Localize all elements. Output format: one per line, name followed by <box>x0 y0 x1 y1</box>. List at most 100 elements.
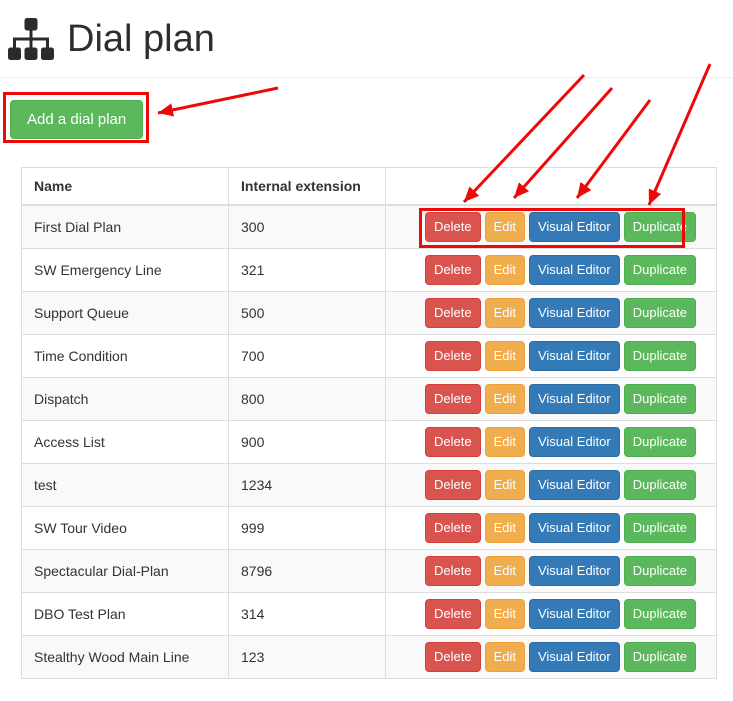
edit-button[interactable]: Edit <box>484 384 525 414</box>
duplicate-button[interactable]: Duplicate <box>623 556 696 586</box>
dial-plan-table: Name Internal extension First Dial Plan … <box>21 167 717 679</box>
cell-actions: Delete Edit Visual Editor Duplicate <box>385 377 717 421</box>
duplicate-button[interactable]: Duplicate <box>623 427 696 457</box>
delete-button[interactable]: Delete <box>425 599 481 629</box>
cell-extension: 314 <box>228 592 386 636</box>
cell-name: Stealthy Wood Main Line <box>21 635 229 679</box>
cell-extension: 1234 <box>228 463 386 507</box>
visual-editor-button[interactable]: Visual Editor <box>528 255 620 285</box>
table-row: SW Tour Video 999 Delete Edit Visual Edito… <box>21 506 717 550</box>
duplicate-button[interactable]: Duplicate <box>623 212 696 242</box>
cell-extension: 900 <box>228 420 386 464</box>
cell-actions: Delete Edit Visual Editor Duplicate <box>385 420 717 464</box>
duplicate-button[interactable]: Duplicate <box>623 470 696 500</box>
edit-button[interactable]: Edit <box>484 341 525 371</box>
cell-extension: 800 <box>228 377 386 421</box>
delete-button[interactable]: Delete <box>425 341 481 371</box>
duplicate-button[interactable]: Duplicate <box>623 298 696 328</box>
annotation-arrow-add-button <box>157 86 279 117</box>
page-header: Dial plan <box>0 0 733 78</box>
edit-button[interactable]: Edit <box>484 599 525 629</box>
sitemap-icon <box>8 18 54 60</box>
page-title: Dial plan <box>8 13 733 65</box>
duplicate-button[interactable]: Duplicate <box>623 599 696 629</box>
delete-button[interactable]: Delete <box>425 427 481 457</box>
visual-editor-button[interactable]: Visual Editor <box>528 212 620 242</box>
edit-button[interactable]: Edit <box>484 427 525 457</box>
cell-actions: Delete Edit Visual Editor Duplicate <box>385 248 717 292</box>
delete-button[interactable]: Delete <box>425 384 481 414</box>
page-title-text: Dial plan <box>67 18 215 60</box>
cell-actions: Delete Edit Visual Editor Duplicate <box>385 463 717 507</box>
duplicate-button[interactable]: Duplicate <box>623 341 696 371</box>
cell-name: SW Emergency Line <box>21 248 229 292</box>
cell-name: SW Tour Video <box>21 506 229 550</box>
visual-editor-button[interactable]: Visual Editor <box>528 556 620 586</box>
duplicate-button[interactable]: Duplicate <box>623 384 696 414</box>
cell-name: First Dial Plan <box>21 204 229 249</box>
cell-actions: Delete Edit Visual Editor Duplicate <box>385 291 717 335</box>
edit-button[interactable]: Edit <box>484 255 525 285</box>
cell-actions: Delete Edit Visual Editor Duplicate <box>385 506 717 550</box>
column-header-name: Name <box>21 167 229 206</box>
duplicate-button[interactable]: Duplicate <box>623 642 696 672</box>
edit-button[interactable]: Edit <box>484 470 525 500</box>
cell-name: Spectacular Dial-Plan <box>21 549 229 593</box>
visual-editor-button[interactable]: Visual Editor <box>528 384 620 414</box>
cell-actions: Delete Edit Visual Editor Duplicate <box>385 549 717 593</box>
visual-editor-button[interactable]: Visual Editor <box>528 298 620 328</box>
visual-editor-button[interactable]: Visual Editor <box>528 470 620 500</box>
table-row: SW Emergency Line 321 Delete Edit Visual E… <box>21 248 717 292</box>
table-row: First Dial Plan 300 Delete Edit Visual Edi… <box>21 204 717 249</box>
cell-name: Access List <box>21 420 229 464</box>
visual-editor-button[interactable]: Visual Editor <box>528 642 620 672</box>
cell-extension: 123 <box>228 635 386 679</box>
visual-editor-button[interactable]: Visual Editor <box>528 341 620 371</box>
table-row: test 1234 Delete Edit Visual Editor Duplica… <box>21 463 717 507</box>
edit-button[interactable]: Edit <box>484 513 525 543</box>
edit-button[interactable]: Edit <box>484 556 525 586</box>
edit-button[interactable]: Edit <box>484 212 525 242</box>
table-header-row: Name Internal extension <box>21 167 717 206</box>
cell-name: Dispatch <box>21 377 229 421</box>
delete-button[interactable]: Delete <box>425 255 481 285</box>
delete-button[interactable]: Delete <box>425 513 481 543</box>
edit-button[interactable]: Edit <box>484 298 525 328</box>
dial-plan-table-body: First Dial Plan 300 Delete Edit Visual Edi… <box>21 204 717 679</box>
cell-extension: 300 <box>228 204 386 249</box>
delete-button[interactable]: Delete <box>425 556 481 586</box>
delete-button[interactable]: Delete <box>425 212 481 242</box>
table-row: Support Queue 500 Delete Edit Visual Edito… <box>21 291 717 335</box>
visual-editor-button[interactable]: Visual Editor <box>528 427 620 457</box>
table-row: Spectacular Dial-Plan 8796 Delete Edit Vis… <box>21 549 717 593</box>
cell-name: DBO Test Plan <box>21 592 229 636</box>
table-row: Time Condition 700 Delete Edit Visual Edit… <box>21 334 717 378</box>
delete-button[interactable]: Delete <box>425 298 481 328</box>
table-row: Dispatch 800 Delete Edit Visual Editor Dupl… <box>21 377 717 421</box>
duplicate-button[interactable]: Duplicate <box>623 513 696 543</box>
table-row: Access List 900 Delete Edit Visual Editor D… <box>21 420 717 464</box>
cell-name: test <box>21 463 229 507</box>
cell-extension: 999 <box>228 506 386 550</box>
delete-button[interactable]: Delete <box>425 470 481 500</box>
cell-actions: Delete Edit Visual Editor Duplicate <box>385 592 717 636</box>
add-dial-plan-button[interactable]: Add a dial plan <box>10 100 144 139</box>
cell-name: Support Queue <box>21 291 229 335</box>
column-header-extension: Internal extension <box>228 167 386 206</box>
duplicate-button[interactable]: Duplicate <box>623 255 696 285</box>
column-header-actions <box>385 167 717 206</box>
table-row: DBO Test Plan 314 Delete Edit Visual Edito… <box>21 592 717 636</box>
table-row: Stealthy Wood Main Line 123 Delete Edit Vi… <box>21 635 717 679</box>
cell-actions: Delete Edit Visual Editor Duplicate <box>385 204 717 249</box>
cell-extension: 500 <box>228 291 386 335</box>
visual-editor-button[interactable]: Visual Editor <box>528 599 620 629</box>
edit-button[interactable]: Edit <box>484 642 525 672</box>
cell-extension: 321 <box>228 248 386 292</box>
cell-extension: 700 <box>228 334 386 378</box>
visual-editor-button[interactable]: Visual Editor <box>528 513 620 543</box>
delete-button[interactable]: Delete <box>425 642 481 672</box>
cell-name: Time Condition <box>21 334 229 378</box>
cell-actions: Delete Edit Visual Editor Duplicate <box>385 635 717 679</box>
cell-actions: Delete Edit Visual Editor Duplicate <box>385 334 717 378</box>
